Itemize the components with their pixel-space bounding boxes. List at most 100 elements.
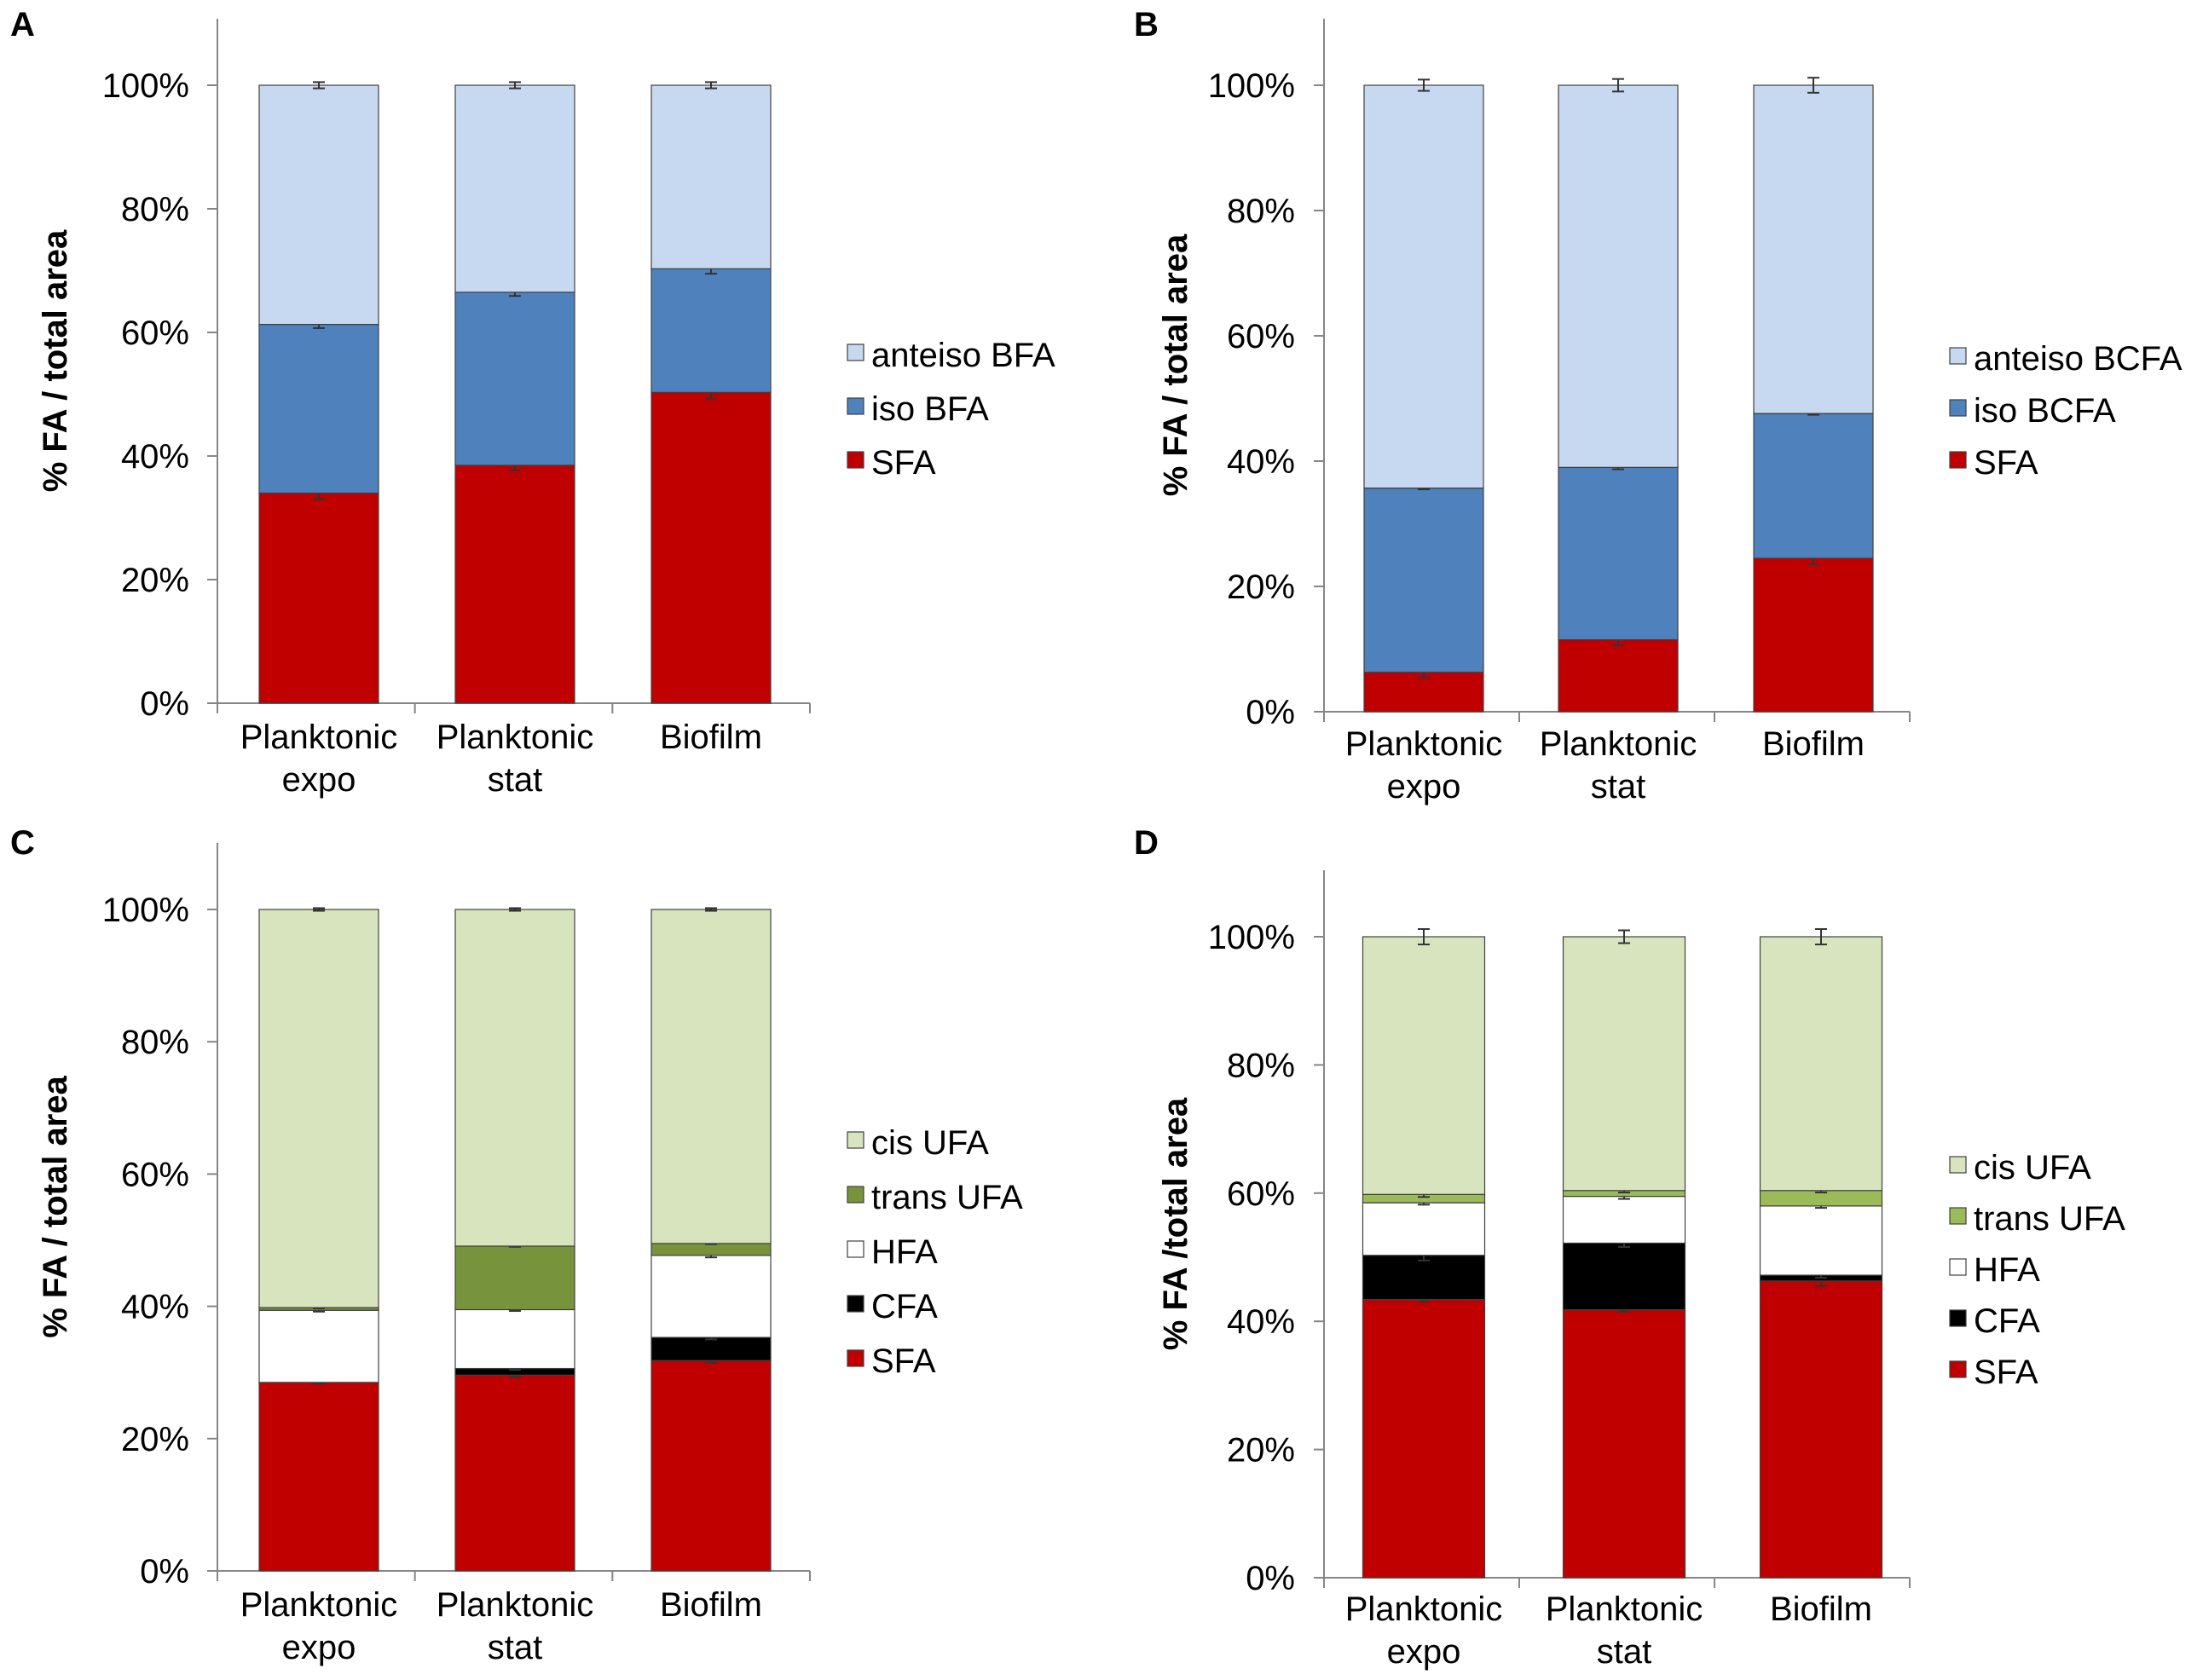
legend-label: trans UFA: [1974, 1200, 2125, 1238]
x-category-label: Planktonic: [1345, 725, 1503, 763]
bar-segment-sfa: [1363, 672, 1484, 713]
legend-swatch: [1949, 1207, 1967, 1225]
y-tick-label: 40%: [1227, 1303, 1295, 1341]
x-category-label: Planktonic: [1546, 1591, 1703, 1628]
x-category-label: Planktonic: [437, 719, 594, 756]
bar-segment-anteiso-bfa: [650, 84, 772, 269]
bar-segment-iso-bcfa: [1753, 413, 1874, 559]
chart-panel-a: A 0% 20% 40% 60% 80% 100% Planktonic expo Plankto…: [10, 6, 1055, 799]
x-category-label: stat: [1591, 768, 1645, 805]
bar-segment-hfa: [1562, 1195, 1686, 1244]
y-tick-label: 60%: [121, 315, 189, 352]
legend-label: CFA: [1974, 1302, 2040, 1340]
bar-segment-sfa: [1753, 557, 1874, 713]
bar-segment-hfa: [1362, 1202, 1486, 1256]
legend-label: CFA: [871, 1288, 938, 1325]
legend-swatch: [1949, 399, 1967, 417]
bar-segment-cis-ufa: [454, 909, 575, 1247]
y-tick-label: 80%: [121, 1024, 189, 1061]
bar-segment-sfa: [1362, 1299, 1486, 1579]
panel-letter: B: [1134, 6, 1159, 43]
y-tick-label: 0%: [1246, 694, 1295, 731]
bar-segment-cfa: [1362, 1255, 1486, 1301]
y-tick-label: 20%: [1227, 1432, 1295, 1469]
y-axis-title: % FA / total area: [37, 229, 74, 492]
legend-swatch: [847, 397, 864, 415]
y-tick-label: 0%: [140, 1553, 189, 1591]
bar-segment-anteiso-bcfa: [1753, 84, 1874, 414]
bar-segment-cis-ufa: [650, 909, 772, 1244]
x-category-label: expo: [282, 1629, 356, 1666]
legend: anteiso BCFA iso BCFA SFA: [1949, 340, 2183, 482]
legend-swatch: [847, 451, 864, 469]
legend-label: trans UFA: [871, 1179, 1023, 1216]
bar-segment-hfa: [258, 1309, 379, 1383]
chart-panel-d: D 0% 20% 40% 60% 80% 100% Planktonic expo Plankto…: [1134, 824, 2125, 1671]
legend-swatch: [847, 1131, 864, 1149]
legend: cis UFA trans UFA HFA CFA SFA: [1949, 1149, 2125, 1391]
bar-segment-trans-ufa: [454, 1245, 575, 1311]
legend-swatch: [1949, 1258, 1967, 1276]
bar-segment-hfa: [650, 1255, 772, 1338]
x-category-label: Biofilm: [1762, 725, 1865, 763]
y-tick-label: 100%: [1208, 67, 1295, 105]
x-category-label: stat: [1597, 1633, 1651, 1671]
y-tick-label: 80%: [121, 191, 189, 228]
bar-segment-iso-bcfa: [1558, 466, 1679, 641]
legend-label: iso BFA: [871, 390, 989, 428]
legend-label: SFA: [1974, 1354, 2038, 1391]
legend-swatch: [847, 1240, 864, 1258]
chart-panel-c: C 0% 20% 40% 60% 80% 100% Planktonic expo Plankto…: [10, 824, 1023, 1666]
bar-segment-sfa: [1759, 1280, 1883, 1579]
chart-panel-b: B 0% 20% 40% 60% 80% 100% Planktonic expo Plankto…: [1134, 6, 2183, 805]
panel-letter: D: [1134, 824, 1159, 862]
x-category-label: Planktonic: [1345, 1591, 1503, 1628]
y-tick-label: 20%: [1227, 569, 1295, 606]
y-tick-label: 20%: [121, 1421, 189, 1458]
bar-segment-iso-bfa: [258, 323, 379, 494]
bar-segment-sfa: [258, 1382, 379, 1572]
bar-segment-iso-bfa: [454, 292, 575, 466]
legend-label: iso BCFA: [1974, 392, 2116, 430]
bar-segment-iso-bcfa: [1363, 488, 1484, 673]
bar-segment-cis-ufa: [1362, 936, 1486, 1195]
legend-swatch: [1949, 451, 1967, 469]
y-tick-label: 60%: [1227, 318, 1295, 355]
bar-segment-cfa: [1562, 1242, 1686, 1311]
y-axis-title: % FA / total area: [37, 1075, 74, 1337]
bar-segment-cfa: [650, 1336, 772, 1361]
bar-segment-hfa: [454, 1308, 575, 1370]
bar-segment-hfa: [1759, 1205, 1883, 1276]
bar-segment-sfa: [1558, 638, 1679, 713]
legend-swatch: [1949, 1309, 1967, 1327]
x-category-label: stat: [488, 1629, 542, 1666]
legend-label: HFA: [871, 1233, 938, 1271]
bar-segment-anteiso-bcfa: [1363, 84, 1484, 489]
legend-label: anteiso BFA: [871, 337, 1055, 374]
y-tick-label: 40%: [121, 438, 189, 476]
y-tick-label: 40%: [121, 1289, 189, 1326]
y-tick-label: 80%: [1227, 1047, 1295, 1084]
legend-label: anteiso BCFA: [1974, 340, 2183, 378]
y-axis-title: % FA /total area: [1157, 1097, 1194, 1350]
legend-label: SFA: [871, 1342, 936, 1380]
bar-segment-iso-bfa: [650, 268, 772, 393]
x-category-label: expo: [1387, 1633, 1461, 1671]
y-tick-label: 60%: [121, 1156, 189, 1193]
y-axis-title: % FA / total area: [1157, 234, 1194, 496]
bar-segment-cis-ufa: [258, 909, 379, 1308]
legend-swatch: [847, 1349, 864, 1367]
x-category-label: Planktonic: [240, 719, 398, 756]
legend-swatch: [847, 344, 864, 361]
legend-label: HFA: [1974, 1251, 2040, 1289]
bar-segment-anteiso-bfa: [258, 84, 379, 326]
y-tick-label: 60%: [1227, 1175, 1295, 1213]
legend-label: cis UFA: [871, 1124, 989, 1162]
legend-label: SFA: [871, 444, 936, 482]
x-category-label: stat: [488, 761, 542, 799]
bar-segment-sfa: [650, 391, 772, 704]
x-category-label: expo: [1387, 768, 1461, 805]
bar-segment-sfa: [258, 492, 379, 704]
y-tick-label: 100%: [1208, 919, 1295, 956]
